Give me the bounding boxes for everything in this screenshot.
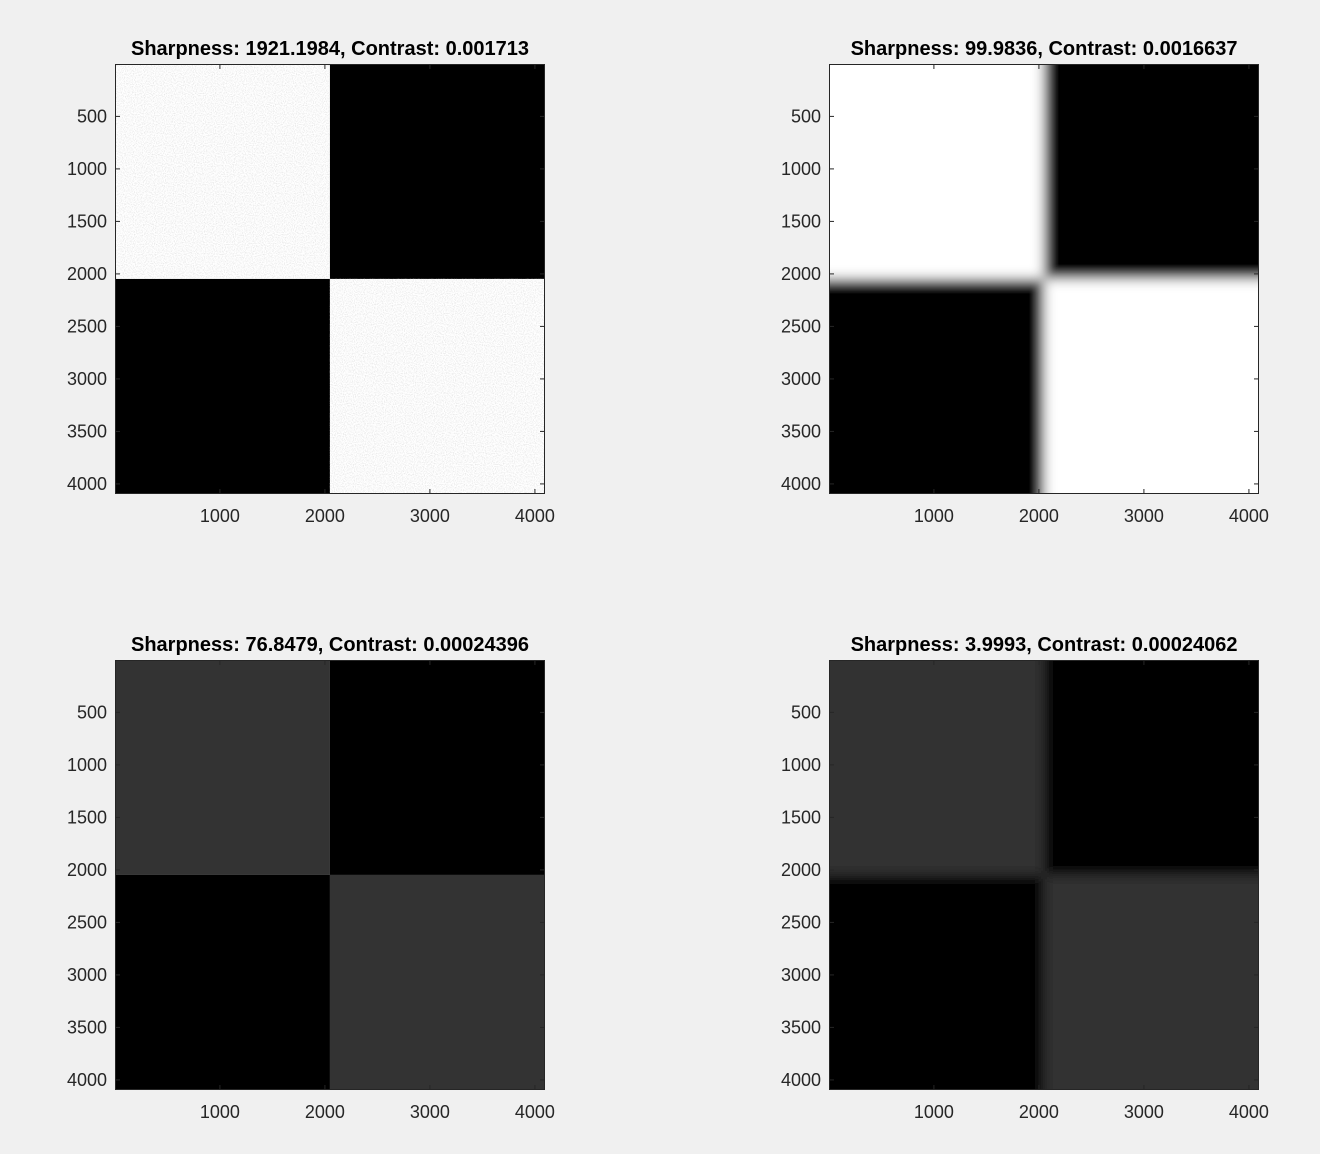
y-tick-label: 4000 (67, 474, 107, 494)
quadrant-bottom-left (115, 278, 330, 494)
y-tick-label: 2000 (67, 860, 107, 880)
axes-box (115, 660, 545, 1090)
subplot-title: Sharpness: 3.9993, Contrast: 0.00024062 (851, 634, 1238, 656)
x-tick-label: 4000 (515, 506, 555, 526)
y-tick-label: 2500 (67, 912, 107, 932)
x-tick-label: 2000 (1019, 506, 1059, 526)
y-tick-label: 3000 (67, 369, 107, 389)
quadrant-top-right (1043, 64, 1259, 279)
x-tick-label: 2000 (1019, 1102, 1059, 1122)
y-tick-label: 2000 (781, 860, 821, 880)
quadrant-bottom-left (829, 874, 1044, 1090)
y-tick-label: 4000 (67, 1070, 107, 1090)
y-tick-label: 4000 (781, 474, 821, 494)
y-tick-label: 1500 (781, 807, 821, 827)
x-tick-label: 2000 (305, 506, 345, 526)
y-tick-label: 2500 (67, 316, 107, 336)
x-tick-label: 4000 (1229, 506, 1269, 526)
quadrant-bottom-left (829, 278, 1044, 494)
y-tick-label: 3500 (67, 421, 107, 441)
y-tick-label: 1000 (781, 159, 821, 179)
subplot-1: 1000 2000 3000 4000 500 1000 1500 2000 2500 3000 3… (67, 38, 555, 526)
x-tick-label: 1000 (200, 1102, 240, 1122)
subplot-title: Sharpness: 76.8479, Contrast: 0.00024396 (131, 634, 529, 656)
y-tick-label: 3000 (781, 369, 821, 389)
image-plot (829, 64, 1259, 494)
image-plot (115, 64, 545, 494)
y-tick-label: 3000 (781, 965, 821, 985)
quadrant-bottom-right (1043, 278, 1259, 494)
y-tick-label: 1000 (67, 159, 107, 179)
y-tick-label: 3500 (781, 421, 821, 441)
y-tick-label: 500 (791, 702, 821, 722)
x-tick-label: 4000 (1229, 1102, 1269, 1122)
y-tick-label: 500 (77, 702, 107, 722)
x-tick-label: 1000 (914, 1102, 954, 1122)
y-tick-label: 1500 (67, 807, 107, 827)
x-tick-label: 1000 (200, 506, 240, 526)
y-tick-label: 1000 (67, 755, 107, 775)
subplot-2: 1000 2000 3000 4000 500 1000 1500 2000 2500 3000 3… (781, 38, 1269, 526)
axes-box (829, 660, 1259, 1090)
y-tick-label: 2500 (781, 316, 821, 336)
quadrant-top-left (829, 64, 1044, 279)
y-tick-label: 1500 (67, 211, 107, 231)
y-tick-label: 2000 (67, 264, 107, 284)
quadrant-top-right (1043, 660, 1259, 875)
y-tick-label: 3500 (781, 1017, 821, 1037)
subplot-title: Sharpness: 99.9836, Contrast: 0.0016637 (851, 38, 1238, 60)
y-tick-label: 1500 (781, 211, 821, 231)
x-tick-label: 3000 (1124, 1102, 1164, 1122)
x-tick-label: 3000 (410, 506, 450, 526)
x-tick-label: 1000 (914, 506, 954, 526)
y-tick-label: 2000 (781, 264, 821, 284)
y-tick-label: 1000 (781, 755, 821, 775)
quadrant-top-right (329, 660, 545, 875)
subplot-3: 1000 2000 3000 4000 500 1000 1500 2000 2500 3000 3… (67, 634, 555, 1122)
x-tick-label: 3000 (1124, 506, 1164, 526)
quadrant-bottom-right (329, 874, 545, 1090)
quadrant-bottom-right (1043, 874, 1259, 1090)
image-plot (829, 660, 1259, 1090)
y-tick-label: 500 (77, 106, 107, 126)
subplot-4: 1000 2000 3000 4000 500 1000 1500 2000 2500 3000 3… (781, 634, 1269, 1122)
x-tick-label: 3000 (410, 1102, 450, 1122)
y-tick-label: 3000 (67, 965, 107, 985)
x-tick-label: 2000 (305, 1102, 345, 1122)
y-tick-label: 3500 (67, 1017, 107, 1037)
y-tick-label: 500 (791, 106, 821, 126)
quadrant-bottom-left (115, 874, 330, 1090)
y-tick-label: 4000 (781, 1070, 821, 1090)
axes-box (115, 64, 545, 494)
quadrant-top-left (115, 660, 330, 875)
x-tick-label: 4000 (515, 1102, 555, 1122)
noise-overlay (115, 64, 330, 279)
axes-box (829, 64, 1259, 494)
image-plot (115, 660, 545, 1090)
quadrant-top-right (329, 64, 545, 279)
subplot-title: Sharpness: 1921.1984, Contrast: 0.001713 (131, 38, 529, 60)
noise-overlay (329, 278, 545, 494)
quadrant-top-left (829, 660, 1044, 875)
y-tick-label: 2500 (781, 912, 821, 932)
